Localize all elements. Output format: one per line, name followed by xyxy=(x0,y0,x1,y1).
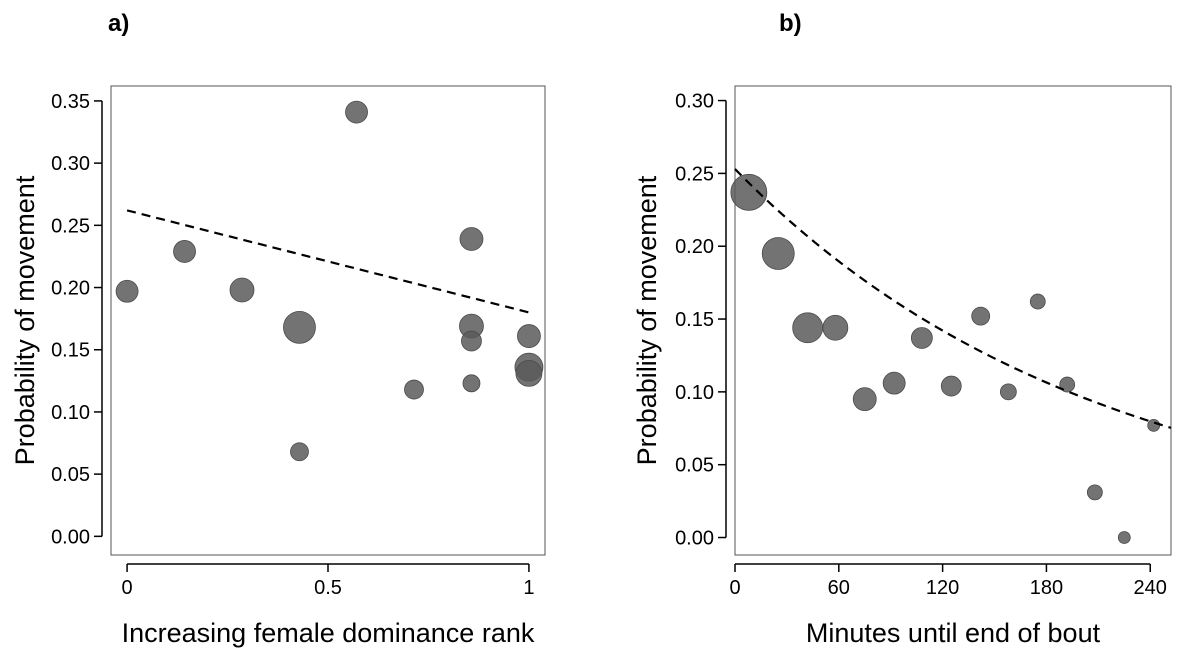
data-point xyxy=(461,330,482,352)
y-tick-label: 0.20 xyxy=(675,236,714,258)
data-point xyxy=(1086,484,1103,501)
data-point xyxy=(910,327,933,349)
data-point xyxy=(1147,418,1161,432)
x-tick-label: 0 xyxy=(729,577,740,599)
plot-frame xyxy=(734,85,1172,556)
panel-a-label: a) xyxy=(108,10,130,37)
data-point xyxy=(115,279,139,303)
fit-line xyxy=(734,168,1172,429)
y-tick-label: 0.15 xyxy=(51,340,90,362)
data-point xyxy=(852,387,877,412)
x-tick-label: 180 xyxy=(1030,577,1063,599)
y-tick-label: 0.15 xyxy=(675,309,714,331)
y-tick-label: 0.30 xyxy=(51,153,90,175)
y-tick-label: 0.05 xyxy=(675,455,714,477)
plot-frame xyxy=(110,85,546,556)
data-point xyxy=(940,375,962,397)
data-point xyxy=(459,227,484,251)
data-point xyxy=(761,237,795,270)
x-tick-label: 1 xyxy=(523,577,534,599)
y-tick-label: 0.00 xyxy=(51,526,90,548)
y-axis-title: Probability of movement xyxy=(632,175,662,465)
data-point xyxy=(462,374,481,393)
data-point xyxy=(1117,531,1131,544)
chart-panel-a: 0.00 0.05 0.10 0.15 0.20 0.25 0.30 0.35 0 0.5 1 Inc… xyxy=(10,85,546,648)
data-point xyxy=(515,359,543,387)
data-point xyxy=(1059,376,1076,393)
x-tick-label: 0 xyxy=(122,577,133,599)
y-tick-label: 0.00 xyxy=(675,528,714,550)
data-point xyxy=(822,314,849,341)
data-point xyxy=(792,312,824,344)
data-point xyxy=(290,442,309,462)
data-point xyxy=(1029,293,1046,310)
y-axis-title: Probability of movement xyxy=(10,175,40,465)
y-tick-label: 0.25 xyxy=(51,215,90,237)
data-point xyxy=(971,306,991,326)
y-tick-label: 0.20 xyxy=(51,278,90,300)
y-tick-label: 0.10 xyxy=(675,382,714,404)
y-tick-label: 0.05 xyxy=(51,464,90,486)
x-axis-title: Minutes until end of bout xyxy=(806,618,1101,648)
chart-panel-b: 0.00 0.05 0.10 0.15 0.20 0.25 0.30 0 60 120 180 240… xyxy=(632,85,1172,648)
data-point xyxy=(283,310,316,344)
x-tick-label: 120 xyxy=(926,577,959,599)
data-point xyxy=(882,371,906,395)
y-tick-label: 0.25 xyxy=(675,163,714,185)
y-tick-label: 0.35 xyxy=(51,91,90,113)
x-axis-title: Increasing female dominance rank xyxy=(122,618,535,648)
panel-b-label: b) xyxy=(779,10,802,37)
x-tick-label: 240 xyxy=(1134,577,1167,599)
y-tick-label: 0.30 xyxy=(675,91,714,113)
x-tick-label: 0.5 xyxy=(314,577,342,599)
data-point xyxy=(173,240,196,263)
data-point xyxy=(517,324,541,348)
data-point xyxy=(730,173,768,211)
data-point xyxy=(999,383,1017,401)
data-point xyxy=(229,277,255,303)
y-tick-label: 0.10 xyxy=(51,402,90,424)
fit-line xyxy=(126,209,530,314)
data-point xyxy=(345,100,368,124)
x-tick-label: 60 xyxy=(828,577,850,599)
data-point xyxy=(404,379,424,400)
